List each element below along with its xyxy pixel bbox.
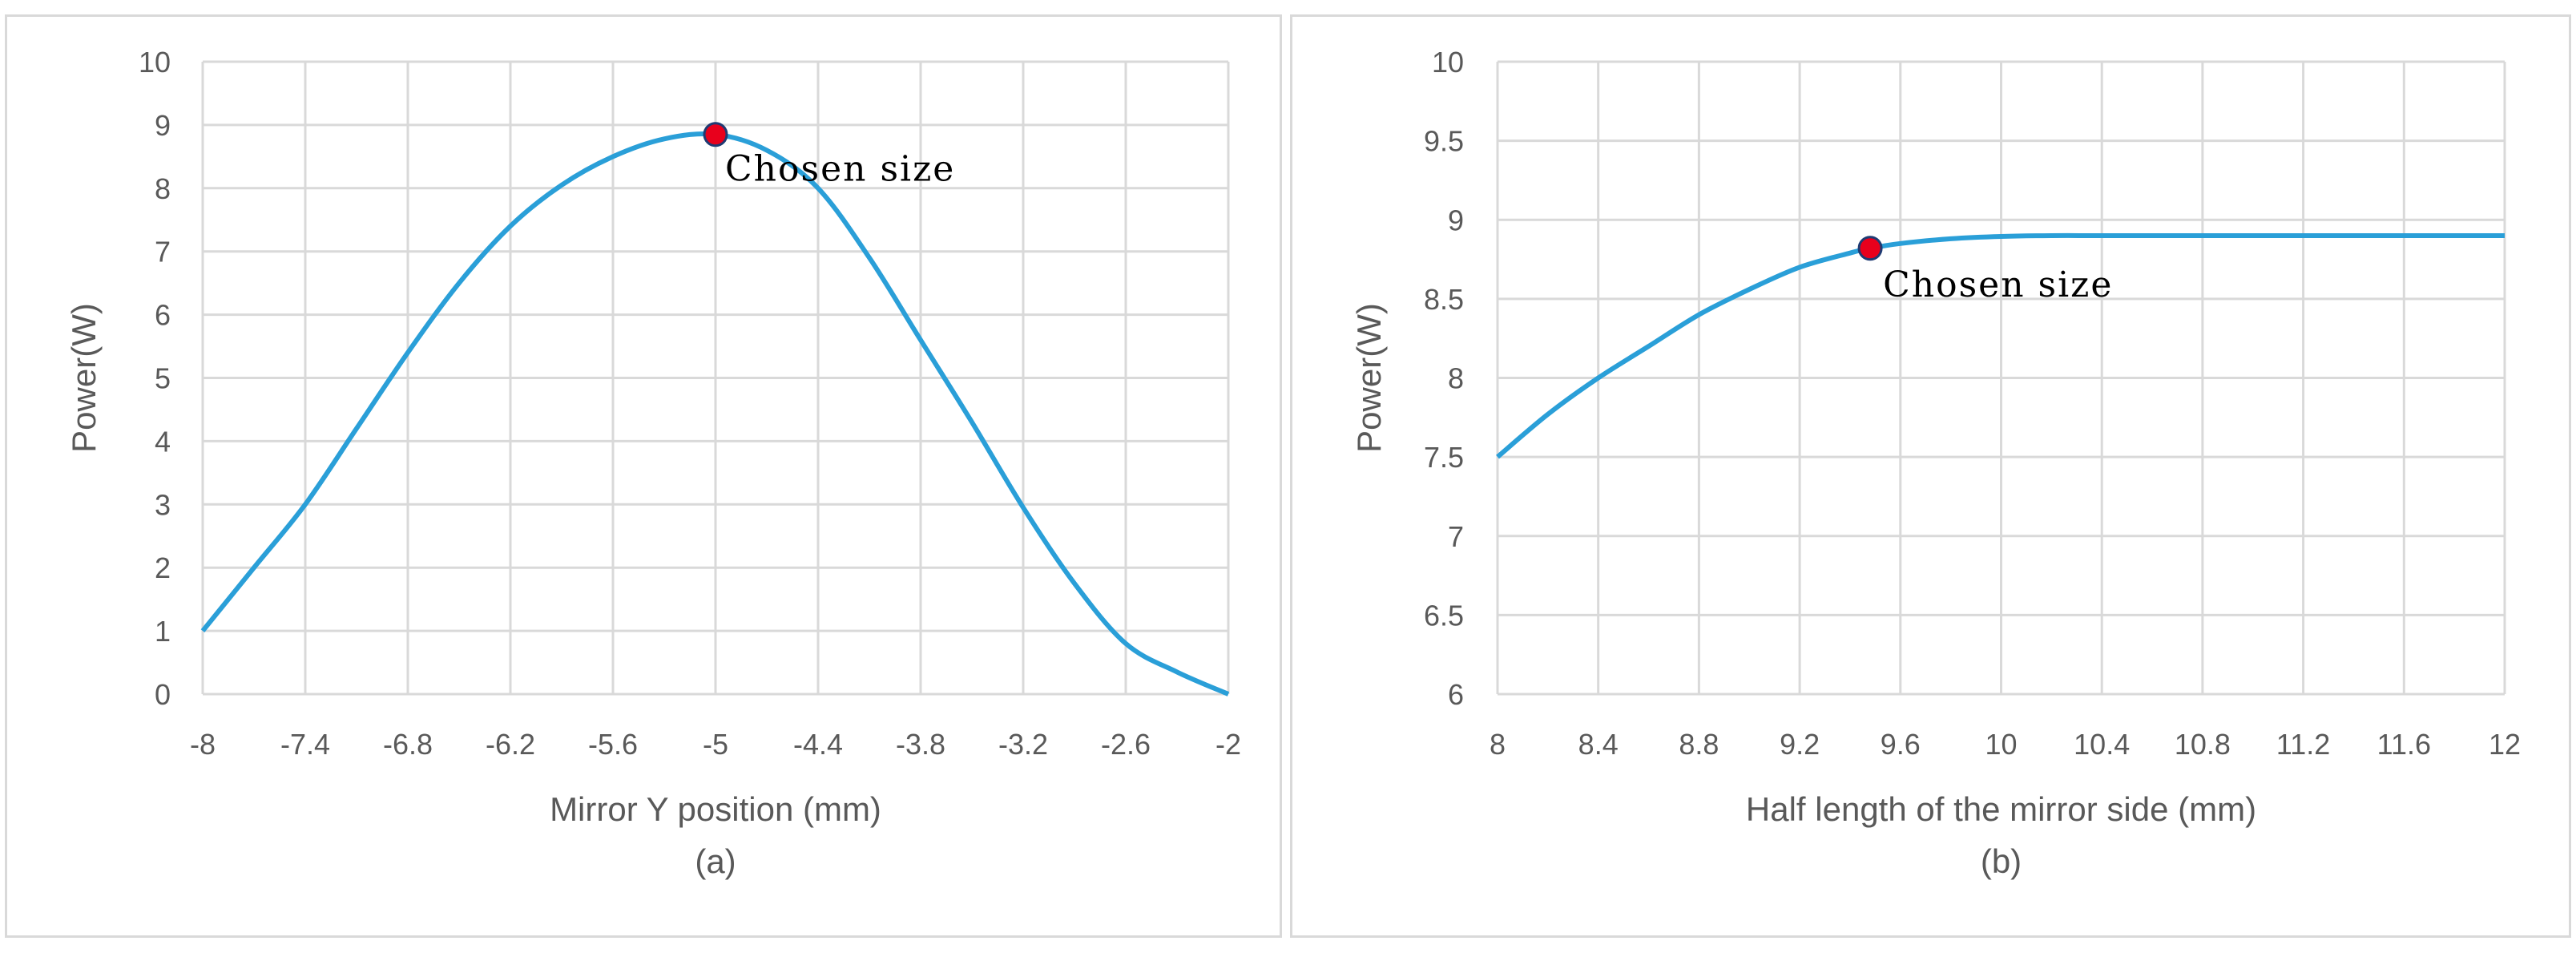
x-tick-label-a: -7.4 [280, 728, 330, 761]
y-tick-label-b: 6 [1448, 678, 1464, 711]
x-tick-label-a: -2 [1215, 728, 1241, 761]
y-tick-label-b: 10 [1432, 46, 1464, 79]
x-tick-label-a: -5 [703, 728, 728, 761]
y-tick-label-b: 9 [1448, 204, 1464, 236]
y-ticks-b: 6 6.5 7 7.5 8 8.5 9 9.5 10 [1424, 46, 1464, 711]
grid-b [1496, 60, 2506, 696]
x-tick-label-b: 9.2 [1780, 728, 1820, 761]
y-tick-label-a: 0 [155, 678, 171, 711]
x-tick-label-a: -5.6 [588, 728, 638, 761]
x-tick-label-a: -2.6 [1101, 728, 1151, 761]
y-tick-label-a: 7 [155, 236, 171, 269]
chart-panel-a: 0 1 2 3 4 5 6 7 8 9 10 -8 -7.4 -6.8 -6.2 -5.6 -5 -4.4 -3.… [5, 14, 1282, 938]
x-tick-label-a: -8 [190, 728, 216, 761]
chosen-size-marker-b [1857, 236, 1883, 261]
x-tick-label-b: 10.8 [2175, 728, 2231, 761]
y-tick-label-b: 8.5 [1424, 283, 1464, 316]
x-tick-label-a: -4.4 [793, 728, 843, 761]
x-tick-label-a: -3.8 [896, 728, 945, 761]
y-tick-label-b: 7 [1448, 520, 1464, 553]
x-tick-label-b: 11.6 [2377, 728, 2431, 761]
x-ticks-b: 8 8.4 8.8 9.2 9.6 10 10.4 10.8 11.2 11.6 12 [1490, 728, 2521, 761]
y-tick-label-a: 2 [155, 551, 171, 584]
x-ticks-a: -8 -7.4 -6.8 -6.2 -5.6 -5 -4.4 -3.8 -3.2 -2.6 -2 [190, 728, 1241, 761]
x-tick-label-b: 11.2 [2276, 728, 2330, 761]
x-tick-label-b: 9.6 [1881, 728, 1921, 761]
y-tick-label-a: 5 [155, 362, 171, 395]
x-axis-title-b: Half length of the mirror side (mm) [1746, 790, 2256, 828]
chosen-size-marker-a [703, 122, 728, 147]
y-ticks-a: 0 1 2 3 4 5 6 7 8 9 10 [139, 46, 171, 711]
y-tick-label-a: 1 [155, 615, 171, 648]
x-tick-label-b: 10 [1985, 728, 2017, 761]
y-tick-label-a: 10 [139, 46, 171, 79]
x-tick-label-b: 8.8 [1679, 728, 1719, 761]
y-axis-title-a: Power(W) [65, 303, 103, 453]
x-tick-label-b: 8 [1490, 728, 1506, 761]
y-tick-label-a: 4 [155, 425, 171, 458]
x-tick-label-b: 12 [2489, 728, 2521, 761]
x-tick-label-b: 10.4 [2074, 728, 2130, 761]
x-tick-label-a: -6.2 [486, 728, 535, 761]
chart-b: 6 6.5 7 7.5 8 8.5 9 9.5 10 8 8.4 8.8 9.2 9.6 10 10.4 10… [1350, 46, 2521, 880]
chart-panel-b: 6 6.5 7 7.5 8 8.5 9 9.5 10 8 8.4 8.8 9.2 9.6 10 10.4 10… [1290, 14, 2571, 938]
annotation-b: Chosen size [1883, 264, 2113, 305]
y-tick-label-b: 8 [1448, 362, 1464, 395]
x-tick-label-a: -3.2 [998, 728, 1048, 761]
y-tick-label-b: 6.5 [1424, 599, 1464, 632]
y-tick-label-a: 3 [155, 488, 171, 521]
y-tick-label-b: 7.5 [1424, 441, 1464, 474]
annotation-a: Chosen size [725, 149, 955, 190]
series-line-b [1496, 232, 2505, 459]
chart-a: 0 1 2 3 4 5 6 7 8 9 10 -8 -7.4 -6.8 -6.2 -5.6 -5 -4.4 -3.… [65, 46, 1241, 880]
y-tick-label-a: 8 [155, 172, 171, 205]
caption-b: (b) [1981, 842, 2022, 880]
y-axis-title-b: Power(W) [1350, 303, 1388, 453]
grid-a [201, 60, 1230, 696]
caption-a: (a) [695, 842, 736, 880]
x-tick-label-b: 8.4 [1578, 728, 1619, 761]
x-axis-title-a: Mirror Y position (mm) [550, 790, 881, 828]
x-tick-label-a: -6.8 [383, 728, 433, 761]
y-tick-label-a: 6 [155, 299, 171, 332]
y-tick-label-a: 9 [155, 109, 171, 142]
y-tick-label-b: 9.5 [1424, 125, 1464, 158]
